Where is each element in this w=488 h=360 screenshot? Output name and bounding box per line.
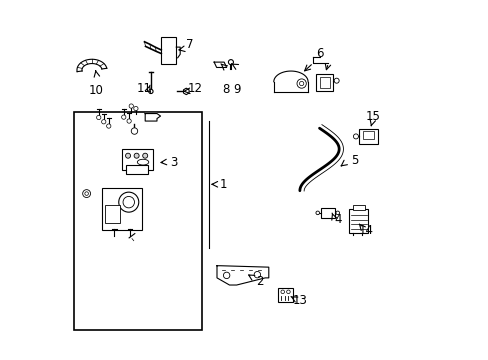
Circle shape: [281, 290, 284, 294]
Circle shape: [148, 89, 153, 94]
Circle shape: [84, 192, 88, 195]
Circle shape: [134, 153, 139, 158]
Circle shape: [335, 211, 339, 215]
Circle shape: [296, 79, 305, 88]
Text: 9: 9: [232, 84, 240, 96]
Text: 11: 11: [136, 82, 151, 95]
Circle shape: [123, 197, 134, 208]
Text: 6: 6: [316, 47, 324, 60]
Bar: [161, 37, 176, 64]
Circle shape: [125, 153, 130, 158]
Circle shape: [129, 104, 133, 108]
Text: 14: 14: [358, 224, 373, 237]
Circle shape: [254, 271, 260, 278]
Polygon shape: [214, 62, 226, 67]
Circle shape: [228, 60, 233, 64]
Bar: [358, 129, 378, 144]
Circle shape: [119, 192, 139, 212]
Circle shape: [106, 124, 111, 128]
Circle shape: [82, 190, 90, 198]
Text: 10: 10: [89, 84, 103, 97]
Bar: [352, 205, 364, 210]
Ellipse shape: [137, 159, 148, 165]
Bar: [362, 131, 373, 139]
Circle shape: [315, 211, 319, 215]
Polygon shape: [273, 71, 307, 93]
Bar: [320, 207, 334, 218]
Text: 3: 3: [170, 156, 177, 168]
Text: 8: 8: [222, 84, 229, 96]
Circle shape: [286, 290, 290, 294]
Polygon shape: [217, 266, 268, 285]
Bar: [319, 77, 329, 88]
Circle shape: [299, 81, 303, 86]
Bar: [102, 188, 142, 230]
Circle shape: [223, 272, 229, 279]
Bar: [74, 112, 202, 330]
Text: 13: 13: [292, 294, 307, 307]
Bar: [122, 149, 153, 170]
Circle shape: [97, 115, 101, 120]
Text: 4: 4: [334, 213, 342, 226]
Bar: [348, 210, 367, 233]
Circle shape: [122, 115, 125, 119]
Circle shape: [134, 107, 138, 111]
Text: 2: 2: [256, 275, 264, 288]
Text: 1: 1: [220, 178, 227, 191]
Circle shape: [333, 78, 339, 83]
Text: 5: 5: [350, 154, 358, 167]
Polygon shape: [77, 59, 106, 72]
Circle shape: [353, 134, 358, 139]
Circle shape: [127, 119, 131, 123]
Text: 12: 12: [187, 82, 203, 95]
Text: 7: 7: [186, 39, 194, 51]
Polygon shape: [145, 113, 160, 121]
Circle shape: [142, 153, 147, 158]
Text: 15: 15: [365, 110, 380, 123]
Bar: [104, 204, 120, 223]
Circle shape: [131, 128, 138, 134]
Circle shape: [102, 120, 106, 124]
Bar: [126, 165, 148, 174]
Bar: [278, 288, 292, 302]
Bar: [316, 74, 333, 91]
